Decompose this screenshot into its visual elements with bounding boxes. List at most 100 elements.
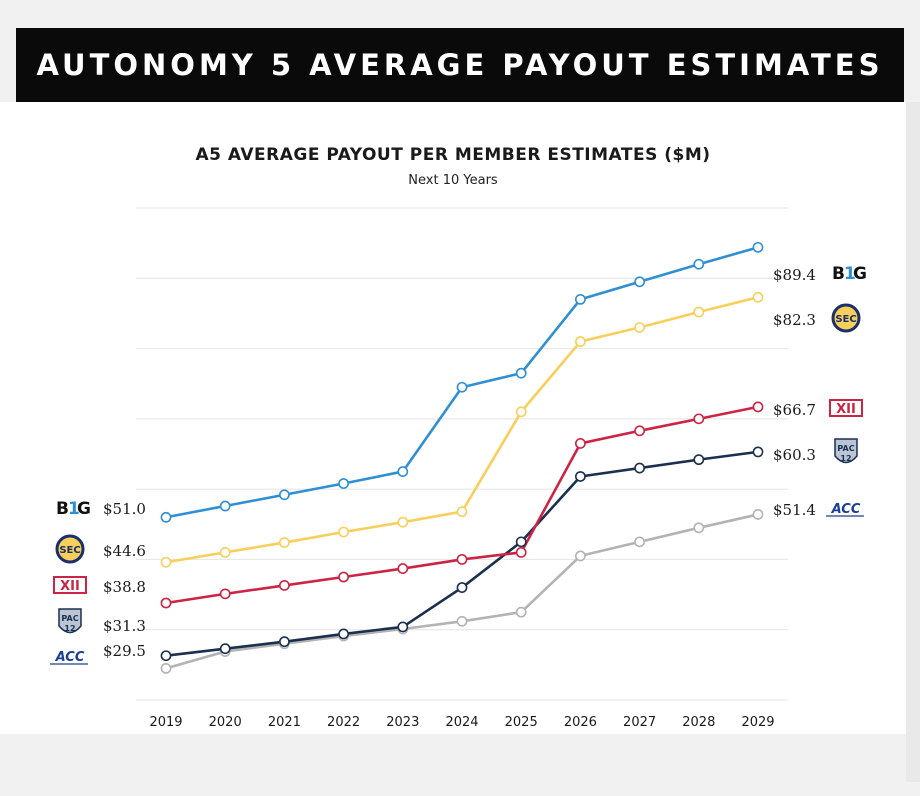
end-value-label: $82.3: [773, 311, 816, 329]
x-tick-label: 2020: [209, 715, 242, 730]
title-banner: AUTONOMY 5 AVERAGE PAYOUT ESTIMATES: [16, 28, 904, 102]
big-12-logo: XII: [836, 402, 856, 417]
data-point: [456, 381, 468, 393]
x-tick-label: 2028: [682, 715, 715, 730]
big-ten-logo: G: [77, 499, 91, 519]
big-ten-logo: 1: [68, 499, 80, 519]
x-tick-label: 2026: [564, 715, 597, 730]
data-point: [278, 537, 290, 548]
big-12-logo: XII: [60, 579, 80, 594]
data-point: [515, 536, 527, 548]
data-point: [634, 425, 645, 437]
data-point: [397, 621, 409, 633]
data-point: [456, 582, 468, 593]
data-point: [634, 322, 645, 333]
side-strip: [906, 102, 920, 782]
data-point: [515, 406, 527, 418]
data-point: [397, 563, 409, 574]
series-line: [165, 296, 759, 564]
data-point: [693, 454, 705, 466]
acc-logo: ACC: [55, 650, 85, 665]
data-point: [397, 516, 409, 528]
data-point: [278, 580, 290, 591]
pac-12-logo: PAC: [837, 444, 854, 453]
data-point: [693, 258, 705, 270]
data-point: [456, 554, 468, 565]
end-value-label: $60.3: [773, 446, 816, 464]
x-tick-label: 2019: [149, 715, 182, 730]
end-value-label: $89.4: [773, 266, 816, 284]
big-ten-logo: B: [56, 499, 69, 519]
chart-panel: [0, 102, 906, 734]
x-axis-ticks: 2019 2020 2021 2022 2023 2024 2025 2026 2027 2028…: [149, 715, 774, 730]
chart-subtitle: Next 10 Years: [408, 173, 498, 188]
data-point: [160, 556, 172, 568]
data-point: [160, 597, 172, 609]
data-point: [752, 241, 764, 253]
data-point: [693, 306, 705, 318]
data-point: [219, 547, 231, 558]
data-point: [515, 547, 527, 558]
x-tick-label: 2027: [623, 715, 656, 730]
data-point: [219, 643, 231, 655]
data-point: [575, 471, 586, 482]
pac-12-logo: 12: [64, 624, 75, 633]
acc-logo: ACC: [831, 502, 861, 517]
data-point: [219, 588, 231, 600]
data-point: [397, 466, 409, 477]
data-point: [338, 628, 349, 640]
big-ten-logo: B: [832, 264, 845, 284]
data-point: [456, 615, 468, 627]
pac-12-logo: 12: [840, 454, 851, 463]
data-point: [752, 291, 764, 303]
data-point: [160, 662, 172, 674]
sec-logo: [831, 303, 861, 333]
x-tick-label: 2029: [741, 715, 774, 730]
big-12-logo: [53, 576, 87, 594]
x-tick-label: 2021: [268, 715, 301, 730]
x-tick-label: 2025: [505, 715, 538, 730]
data-point: [278, 636, 290, 648]
data-point: [693, 413, 705, 425]
value-labels: $51.0 $89.4 $44.6 $82.3 $38.8 $66.7 $31.3 $60.3…: [103, 266, 816, 660]
start-value-label: $51.0: [103, 500, 146, 518]
data-point: [575, 550, 586, 562]
pac-12-logo: PAC: [61, 614, 78, 623]
data-points: [160, 241, 764, 674]
data-point: [693, 522, 705, 534]
data-point: [634, 462, 645, 474]
x-tick-label: 2024: [445, 715, 478, 730]
big-ten-logo: 1: [844, 264, 856, 284]
data-point: [634, 536, 645, 548]
data-point: [752, 509, 764, 520]
data-point: [160, 650, 172, 662]
data-point: [515, 367, 527, 379]
sec-logo: SEC: [59, 545, 80, 556]
pac-12-logo: [58, 608, 82, 634]
start-value-label: $31.3: [103, 617, 146, 635]
data-point: [456, 506, 468, 518]
big-12-logo: [829, 399, 863, 417]
end-value-label: $66.7: [773, 401, 816, 419]
end-value-label: $51.4: [773, 501, 816, 519]
data-point: [634, 276, 645, 288]
x-tick-label: 2023: [386, 715, 419, 730]
data-point: [575, 336, 586, 347]
data-point: [338, 571, 349, 583]
data-point: [278, 489, 290, 501]
start-value-label: $38.8: [103, 578, 146, 596]
sec-logo: [55, 534, 85, 564]
data-point: [160, 511, 172, 523]
sec-logo: SEC: [835, 314, 856, 325]
data-point: [338, 478, 349, 489]
data-point: [338, 526, 349, 538]
start-value-label: $29.5: [103, 642, 146, 660]
chart-title: A5 AVERAGE PAYOUT PER MEMBER ESTIMATES (…: [195, 145, 711, 165]
banner-title: AUTONOMY 5 AVERAGE PAYOUT ESTIMATES: [36, 48, 884, 82]
series-lines: [165, 246, 759, 670]
start-value-label: $44.6: [103, 542, 146, 560]
big-ten-logo: G: [853, 264, 867, 284]
data-point: [575, 293, 586, 305]
